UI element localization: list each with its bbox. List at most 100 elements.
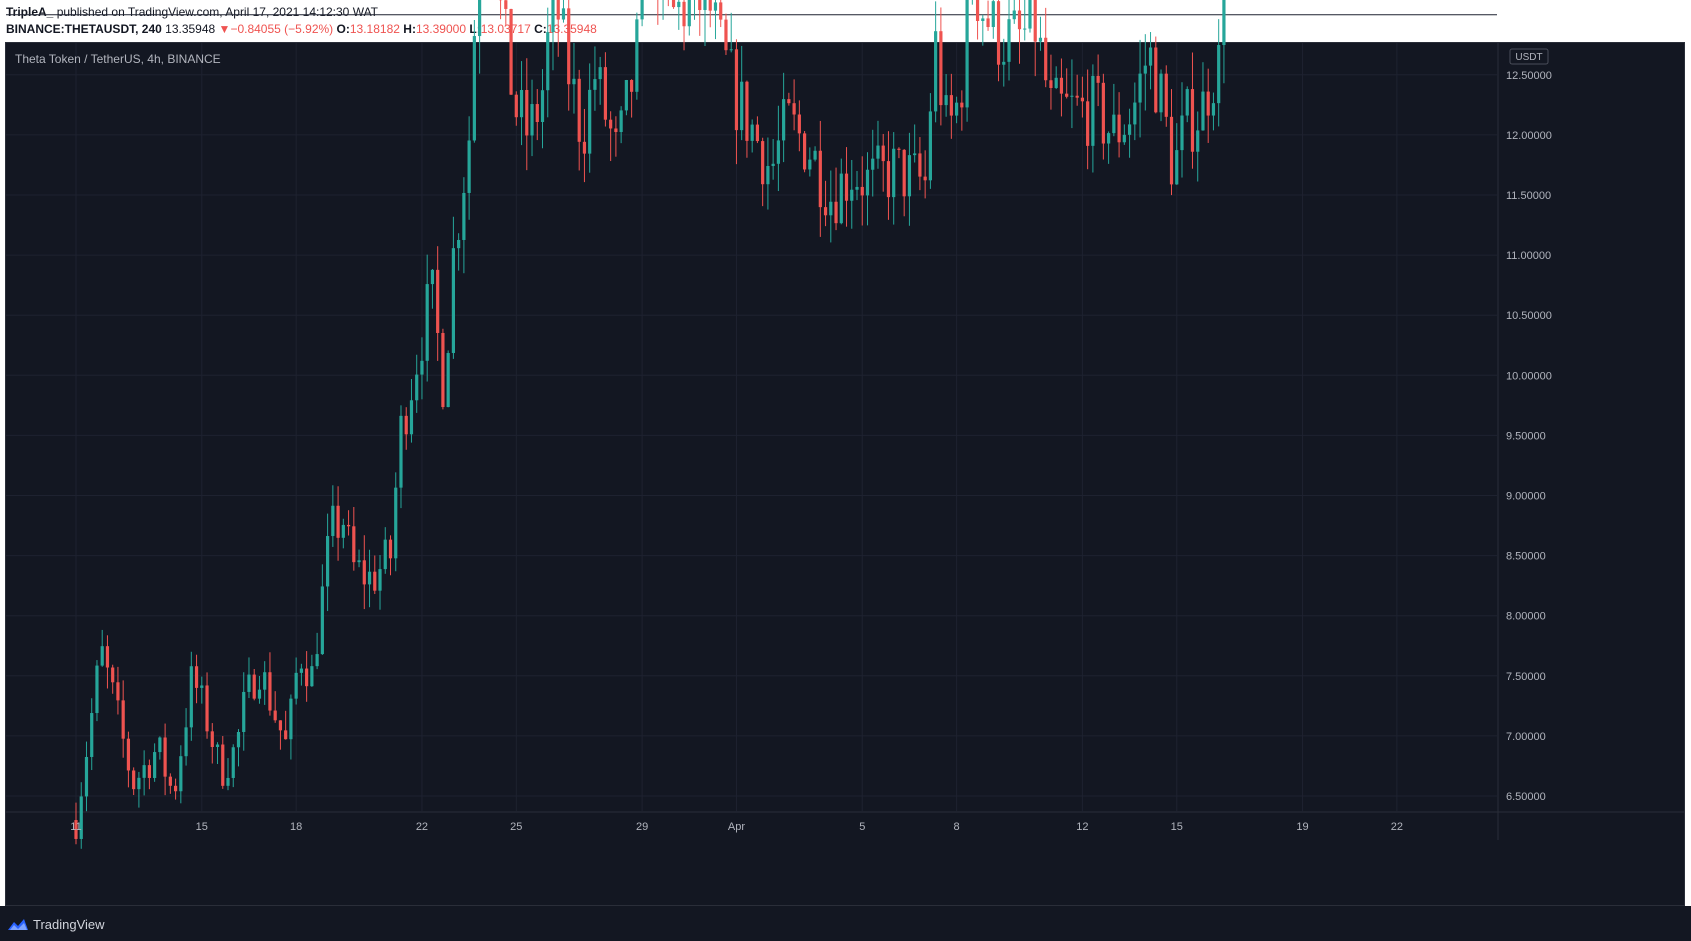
price-tick-label: 11.50000	[1506, 190, 1551, 202]
candle-body	[173, 785, 178, 792]
candle-body	[1190, 89, 1195, 152]
candle-body	[1101, 82, 1105, 144]
author-name[interactable]: TripleA_	[6, 5, 54, 19]
candle-body	[1169, 116, 1174, 185]
candle-body	[787, 99, 791, 104]
candle-body	[420, 360, 424, 375]
price-tick-label: 7.00000	[1506, 731, 1546, 743]
candle-body	[593, 79, 597, 90]
candle-body	[362, 560, 366, 585]
candle-body	[341, 524, 345, 538]
candle-body	[750, 124, 754, 141]
symbol-label: BINANCE:THETAUSDT, 240	[6, 22, 162, 36]
candle-body	[100, 646, 104, 666]
candle-body	[519, 89, 524, 118]
candle-body	[84, 756, 89, 797]
candle-body	[834, 201, 838, 224]
candle-body	[955, 102, 959, 116]
candle-body	[1049, 80, 1053, 88]
candle-body	[1206, 91, 1210, 116]
candle-body	[892, 148, 896, 198]
candle-body	[1127, 124, 1132, 135]
price-tick-label: 11.00000	[1506, 250, 1551, 262]
candle-body	[451, 248, 455, 354]
time-tick-label: 12	[1076, 821, 1088, 833]
candle-body	[446, 353, 450, 408]
candle-body	[965, 0, 969, 108]
candle-body	[215, 744, 220, 747]
time-tick-label: 25	[510, 821, 522, 833]
candle-body	[514, 94, 518, 118]
candle-body	[766, 166, 770, 185]
candle-body	[378, 569, 382, 591]
candle-body	[1112, 114, 1116, 134]
candle-body	[551, 0, 555, 33]
candle-body	[1217, 45, 1221, 104]
axis-badges: USDT13.3594802:47:32	[1509, 48, 1549, 65]
candle-body	[1044, 37, 1048, 81]
candle-body	[797, 114, 801, 134]
candle-body	[1038, 37, 1043, 42]
price-axis[interactable]: 6.50000 7.00000 7.50000 8.00000 8.50000 9.000…	[1506, 70, 1552, 803]
candle-body	[530, 104, 534, 136]
candle-body	[268, 672, 272, 711]
candle-body	[635, 19, 639, 92]
candle-body	[740, 81, 744, 131]
candle-body	[782, 99, 786, 141]
tradingview-logo-icon	[8, 918, 28, 930]
down-arrow-icon: ▼	[218, 22, 231, 36]
candle-body	[991, 1, 995, 28]
candle-body	[850, 189, 854, 201]
candle-body	[210, 731, 214, 747]
time-tick-label: 15	[196, 821, 208, 833]
candle-body	[949, 95, 953, 116]
price-tick-label: 6.50000	[1506, 791, 1546, 803]
time-tick-label: 18	[290, 821, 302, 833]
candle-body	[1028, 0, 1032, 29]
candle-body	[913, 153, 917, 156]
candle-body	[813, 150, 817, 160]
candle-body	[609, 119, 613, 129]
candle-body	[525, 89, 529, 136]
time-tick-label: 8	[954, 821, 960, 833]
candle-body	[163, 737, 167, 777]
candle-body	[394, 487, 398, 559]
tradingview-brand[interactable]: TradingView	[7, 917, 105, 932]
candle-body	[336, 505, 340, 538]
candle-body	[126, 738, 131, 771]
candle-body	[1075, 95, 1079, 98]
candle-body	[1211, 103, 1216, 116]
time-tick-label: Apr	[728, 821, 745, 833]
candle-body	[168, 776, 172, 786]
candle-body	[1148, 47, 1153, 66]
candle-body	[415, 374, 419, 401]
candle-body	[179, 756, 183, 792]
candle-body	[640, 0, 644, 20]
candle-body	[472, 36, 476, 141]
ohlc-legend: BINANCE:THETAUSDT, 240 13.35948 ▼−0.8405…	[6, 21, 597, 37]
time-tick-label: 19	[1296, 821, 1308, 833]
candle-body	[1023, 28, 1027, 30]
grid	[6, 14, 1685, 840]
currency-label: USDT	[1515, 52, 1542, 63]
candle-body	[467, 140, 471, 193]
candle-body	[1154, 47, 1158, 113]
candle-body	[373, 571, 377, 591]
time-tick-label: 11	[70, 821, 81, 833]
candle-body	[682, 1, 686, 27]
time-axis[interactable]: 11 15 18 22 25 29 Apr 5 8 12 15 19 22	[70, 821, 1403, 833]
candle-body	[708, 0, 712, 11]
candle-body	[1033, 0, 1037, 42]
candle-body	[734, 49, 739, 131]
candle-body	[388, 539, 393, 559]
candle-body	[729, 49, 733, 51]
candle-body	[960, 102, 964, 108]
candle-body	[939, 31, 943, 106]
candle-body	[839, 173, 843, 224]
candle-body	[236, 731, 241, 748]
candle-body	[546, 32, 550, 91]
candle-body	[315, 654, 319, 667]
published-text: published on TradingView.com, April 17, …	[56, 5, 379, 19]
brand-name: TradingView	[33, 917, 105, 932]
